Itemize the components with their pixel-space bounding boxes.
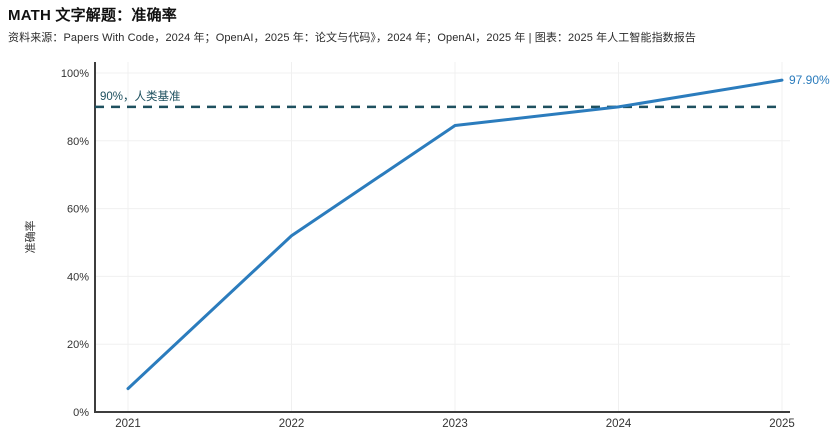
y-tick-label: 40% <box>67 271 89 283</box>
end-value-label: 97.90% <box>789 73 830 87</box>
x-tick-label: 2022 <box>279 418 305 430</box>
y-tick-label: 60% <box>67 204 89 216</box>
y-tick-label: 80% <box>67 136 89 148</box>
source-caption: 资料来源：Papers With Code，2024 年；OpenAI，2025… <box>8 32 696 44</box>
x-tick-label: 2024 <box>606 418 632 430</box>
y-tick-label: 0% <box>73 407 89 419</box>
y-axis-title: 准确率 <box>23 221 37 254</box>
x-tick-label: 2025 <box>769 418 795 430</box>
y-tick-label: 100% <box>61 68 89 80</box>
x-tick-label: 2021 <box>115 418 141 430</box>
y-tick-label: 20% <box>67 339 89 351</box>
human-baseline-label: 90%，人类基准 <box>100 89 181 103</box>
x-tick-label: 2023 <box>442 418 468 430</box>
accuracy-series-line <box>126 78 784 391</box>
page-title: MATH 文字解题：准确率 <box>8 7 177 24</box>
